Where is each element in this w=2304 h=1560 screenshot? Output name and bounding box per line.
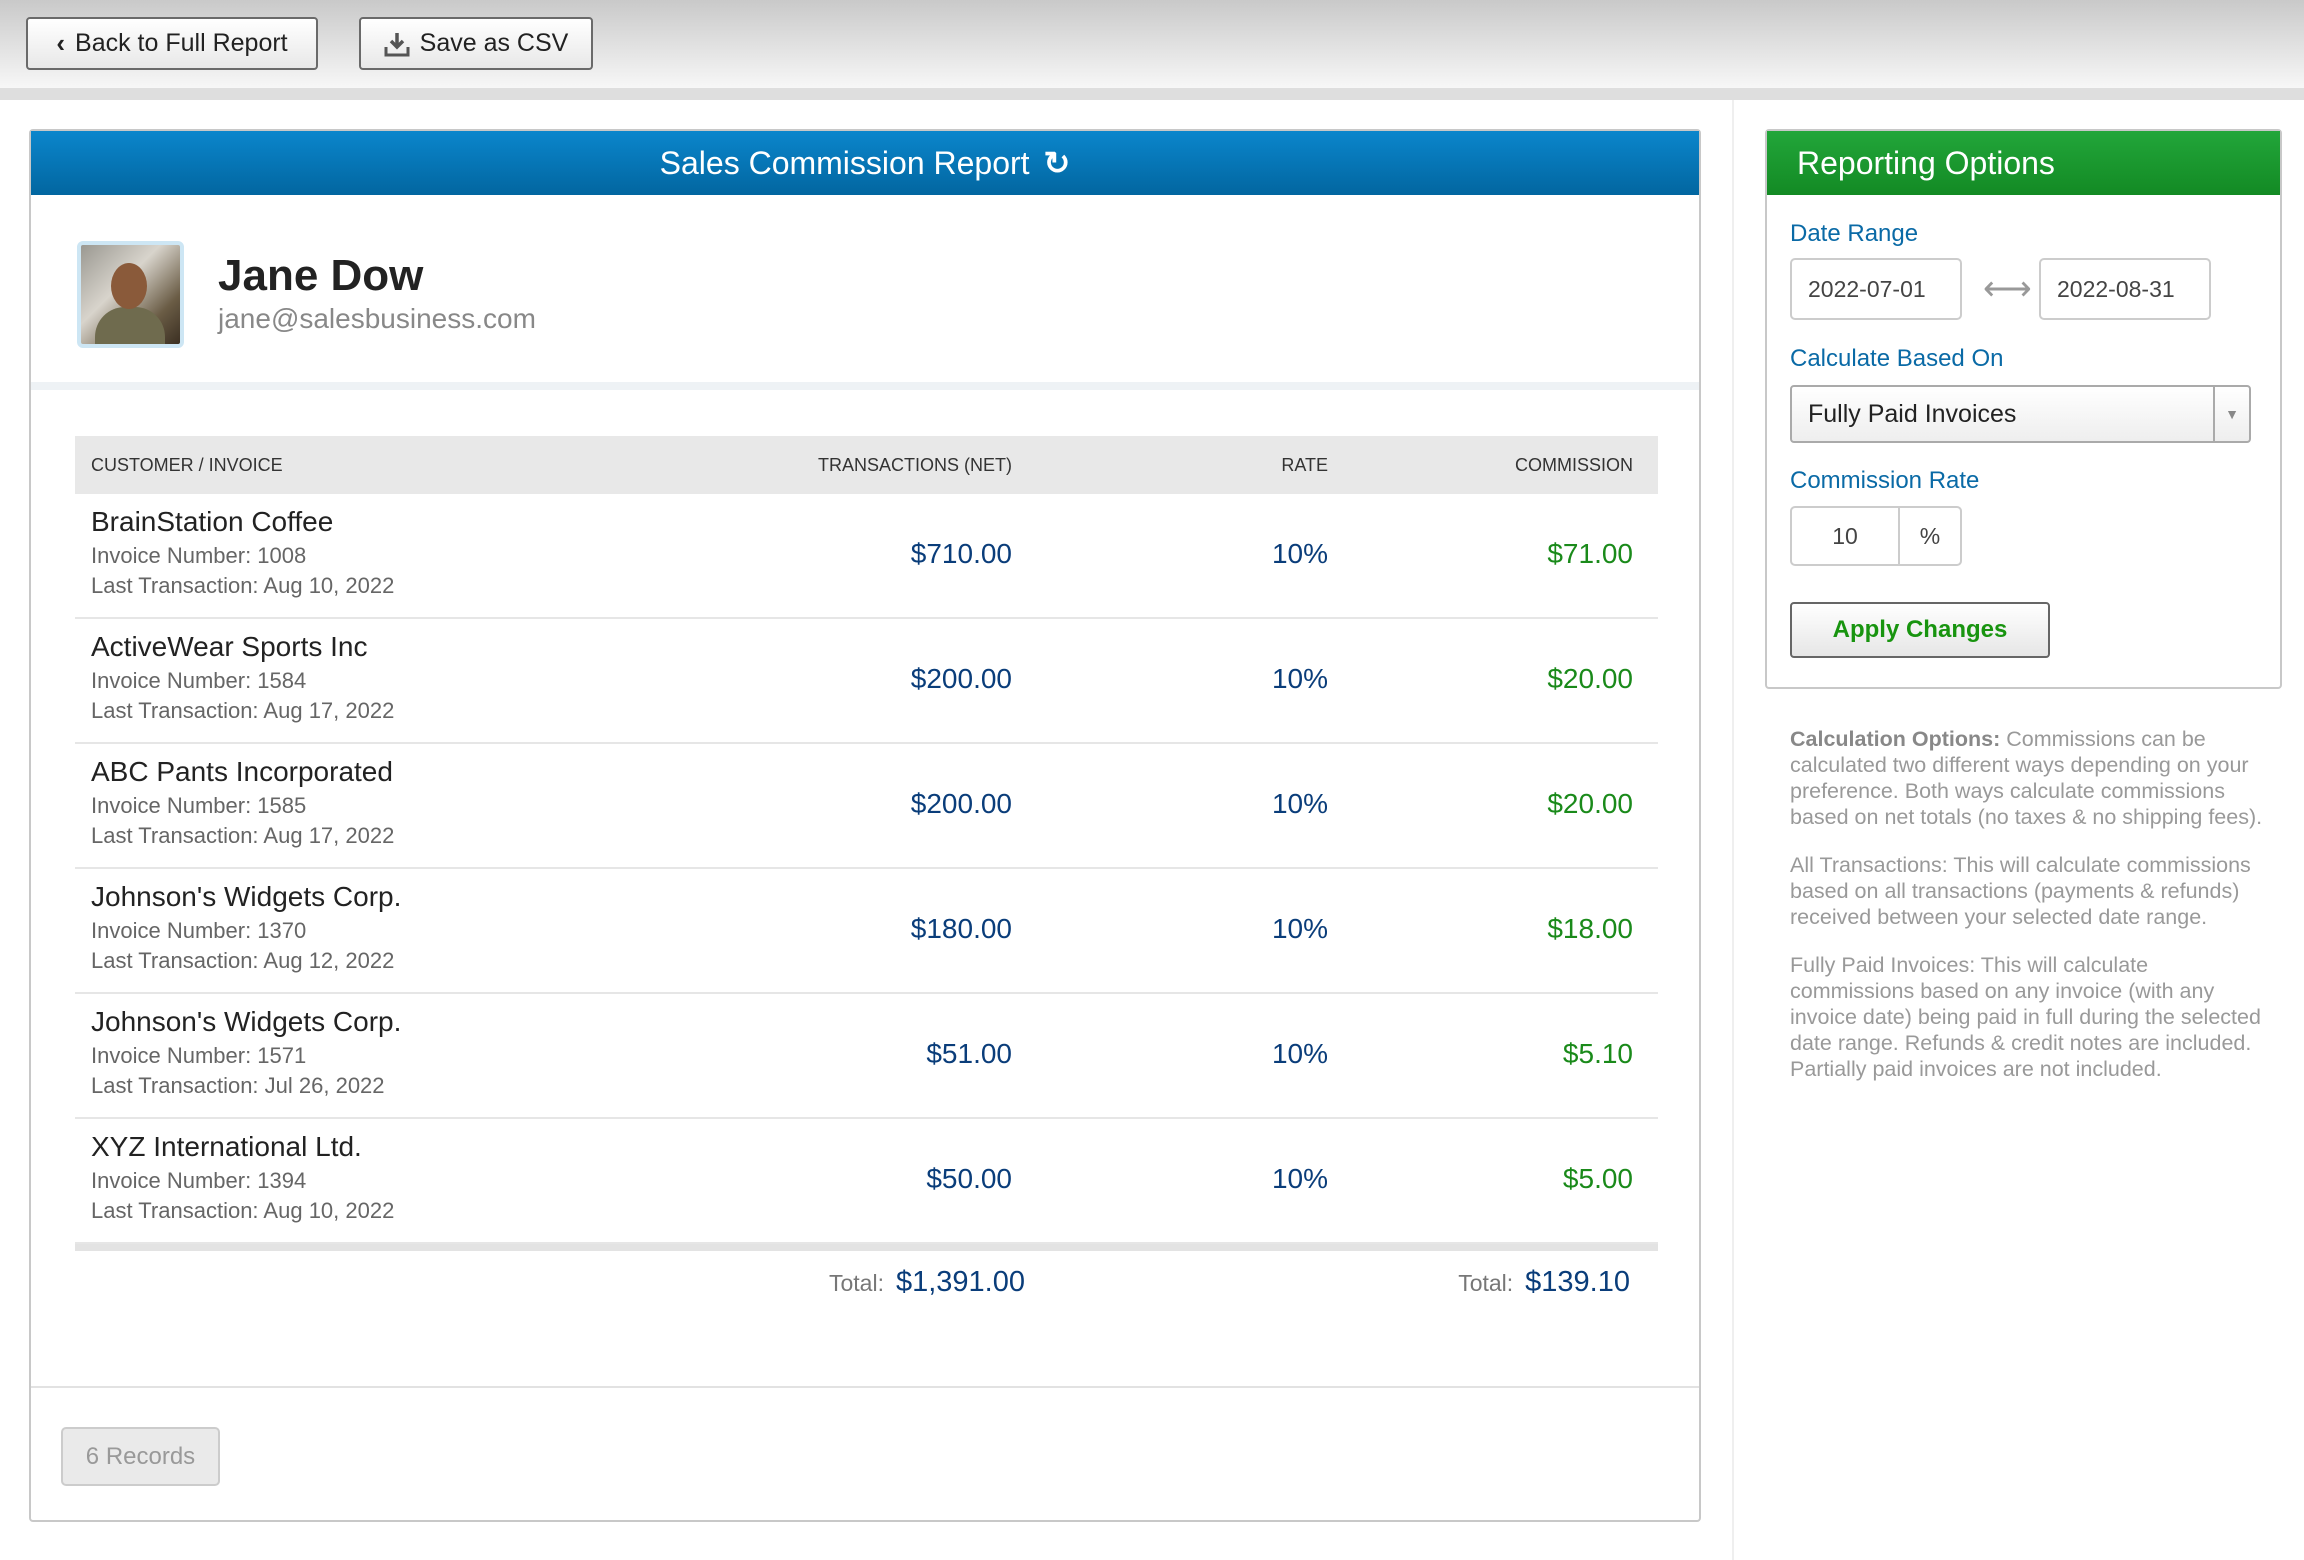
last-transaction: Last Transaction: Jul 26, 2022 (91, 1073, 385, 1098)
chevron-left-icon: ‹ (56, 28, 66, 58)
help-fully-paid: Fully Paid Invoices: This will calculate… (1790, 953, 2261, 1081)
transactions-net: $710.00 (910, 538, 1012, 569)
total-commission: Total: $139.10 (1458, 1266, 1630, 1298)
table-row: Johnson's Widgets Corp. Invoice Number: … (75, 869, 1658, 994)
toolbar-divider (0, 88, 2304, 100)
invoice-number: Invoice Number: 1585 (91, 793, 307, 818)
report-header: Sales Commission Report ↻ (31, 131, 1699, 195)
percent-addon: % (1919, 522, 1941, 549)
profile-divider (31, 382, 1699, 390)
rate: 10% (1271, 1163, 1328, 1194)
commission: $20.00 (1547, 663, 1633, 694)
last-transaction: Last Transaction: Aug 17, 2022 (91, 823, 395, 848)
report-panel: Sales Commission Report ↻ Jane Dow jane@… (29, 129, 1701, 1522)
rate: 10% (1271, 788, 1328, 819)
transactions-net: $51.00 (926, 1038, 1012, 1069)
rate: 10% (1271, 663, 1328, 694)
commission-rate-input[interactable]: 10 (1792, 508, 1900, 564)
table-header: CUSTOMER / INVOICE TRANSACTIONS (NET) RA… (75, 436, 1658, 494)
calculate-based-on-select[interactable]: Fully Paid Invoices ▼ (1790, 385, 2251, 443)
footer-divider (31, 1386, 1699, 1388)
download-icon (384, 32, 410, 56)
transactions-net: $180.00 (910, 913, 1012, 944)
avatar (77, 241, 184, 348)
transactions-net: $200.00 (910, 663, 1012, 694)
customer-name: ActiveWear Sports Inc (91, 631, 368, 662)
report-title: Sales Commission Report (659, 144, 1030, 181)
user-name: Jane Dow (218, 251, 424, 300)
invoice-number: Invoice Number: 1584 (91, 668, 307, 693)
rate: 10% (1271, 1038, 1328, 1069)
table-row: ABC Pants Incorporated Invoice Number: 1… (75, 744, 1658, 869)
column-header-transactions: TRANSACTIONS (NET) (817, 454, 1012, 475)
last-transaction: Last Transaction: Aug 10, 2022 (91, 573, 395, 598)
help-text: Calculation Options: Commissions can be … (1790, 726, 2270, 1104)
commission: $18.00 (1547, 913, 1633, 944)
date-range-label: Date Range (1790, 220, 1919, 247)
commission-table: CUSTOMER / INVOICE TRANSACTIONS (NET) RA… (75, 436, 1658, 1251)
commission: $5.00 (1562, 1163, 1633, 1194)
last-transaction: Last Transaction: Aug 12, 2022 (91, 948, 395, 973)
total-transactions: Total: $1,391.00 (829, 1266, 1025, 1298)
invoice-number: Invoice Number: 1571 (91, 1043, 307, 1068)
column-header-customer: CUSTOMER / INVOICE (91, 454, 283, 475)
calculate-based-on-label: Calculate Based On (1790, 345, 2004, 372)
table-row: Johnson's Widgets Corp. Invoice Number: … (75, 994, 1658, 1119)
commission: $20.00 (1547, 788, 1633, 819)
date-to-input[interactable]: 2022-08-31 (2039, 258, 2211, 320)
help-all-transactions: All Transactions: This will calculate co… (1790, 853, 2251, 929)
invoice-number: Invoice Number: 1008 (91, 543, 307, 568)
reporting-options-panel: Reporting Options Date Range 2022-07-01 … (1765, 129, 2282, 689)
customer-name: Johnson's Widgets Corp. (91, 881, 402, 912)
chevron-down-icon: ▼ (2213, 387, 2249, 441)
invoice-number: Invoice Number: 1370 (91, 918, 307, 943)
table-row: BrainStation Coffee Invoice Number: 1008… (75, 494, 1658, 619)
column-header-rate: RATE (1281, 454, 1328, 475)
double-arrow-icon: ⟷ (1983, 270, 2032, 308)
rate: 10% (1271, 913, 1328, 944)
last-transaction: Last Transaction: Aug 17, 2022 (91, 698, 395, 723)
help-calc-options: Calculation Options: Commissions can be … (1790, 727, 2263, 829)
customer-name: Johnson's Widgets Corp. (91, 1006, 402, 1037)
column-header-commission: COMMISSION (1514, 454, 1633, 475)
commission: $71.00 (1547, 538, 1633, 569)
apply-changes-button[interactable]: Apply Changes (1790, 602, 2050, 658)
refresh-icon[interactable]: ↻ (1043, 145, 1071, 181)
options-header: Reporting Options (1767, 131, 2280, 195)
customer-name: ABC Pants Incorporated (91, 756, 393, 787)
toolbar (0, 0, 2304, 88)
records-count-button[interactable]: 6 Records (61, 1427, 220, 1486)
invoice-number: Invoice Number: 1394 (91, 1168, 307, 1193)
table-row: ActiveWear Sports Inc Invoice Number: 15… (75, 619, 1658, 744)
column-divider (1732, 100, 1734, 1560)
user-email: jane@salesbusiness.com (218, 303, 536, 334)
commission-rate-label: Commission Rate (1790, 467, 1980, 494)
transactions-net: $50.00 (926, 1163, 1012, 1194)
customer-name: XYZ International Ltd. (91, 1131, 362, 1162)
customer-name: BrainStation Coffee (91, 506, 334, 537)
transactions-net: $200.00 (910, 788, 1012, 819)
last-transaction: Last Transaction: Aug 10, 2022 (91, 1198, 395, 1223)
table-bottom-rule (75, 1244, 1658, 1251)
commission-rate-field: 10 % (1790, 506, 1962, 566)
save-as-csv-button[interactable]: Save as CSV (359, 17, 593, 70)
back-to-full-report-button[interactable]: ‹ Back to Full Report (26, 17, 318, 70)
commission: $5.10 (1562, 1038, 1633, 1069)
table-row: XYZ International Ltd. Invoice Number: 1… (75, 1119, 1658, 1244)
rate: 10% (1271, 538, 1328, 569)
date-from-input[interactable]: 2022-07-01 (1790, 258, 1962, 320)
